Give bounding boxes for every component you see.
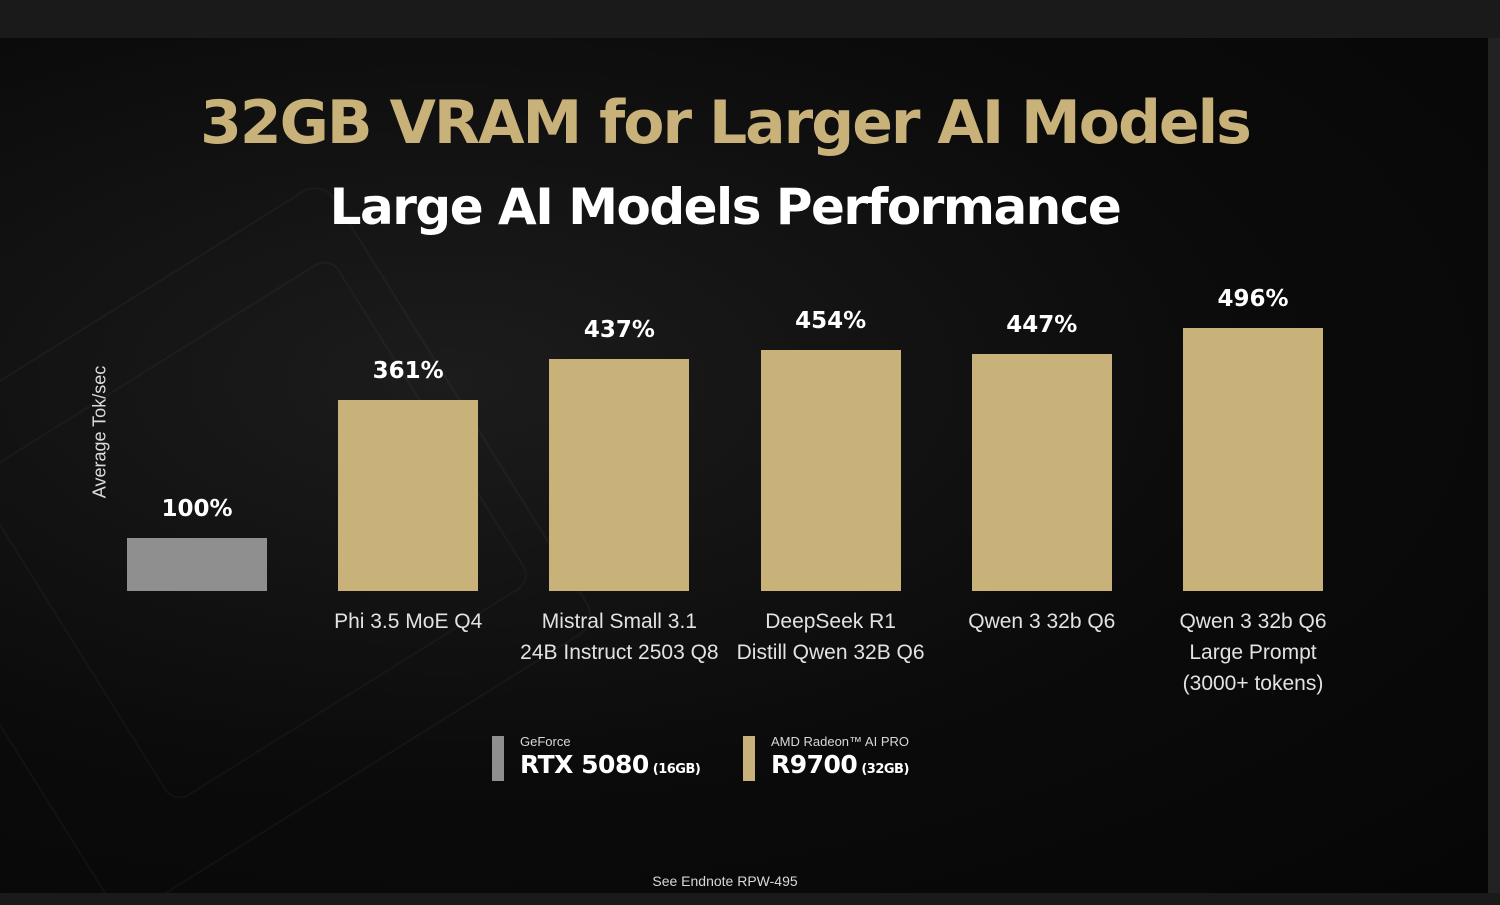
- endnote: See Endnote RPW-495: [652, 873, 798, 889]
- chart-title: Large AI Models Performance: [329, 178, 1122, 236]
- bar-3: [760, 350, 901, 591]
- legend-brand-r9700: AMD Radeon™ AI PRO: [771, 734, 909, 749]
- category-label-4: Qwen 3 32b Q6: [968, 610, 1116, 633]
- category-label-5: Qwen 3 32b Q6 Large Prompt (3000+ tokens…: [1179, 610, 1327, 695]
- legend-brand-rtx5080: GeForce: [520, 734, 571, 749]
- category-label-2: Mistral Small 3.1 24B Instruct 2503 Q8: [520, 610, 719, 664]
- bar-1: [338, 399, 479, 591]
- data-label-3: 454%: [795, 308, 867, 335]
- bar-5: [1183, 328, 1323, 591]
- category-label-3: DeepSeek R1 Distill Qwen 32B Q6: [736, 610, 925, 664]
- slide-title: 32GB VRAM for Larger AI Models: [200, 88, 1252, 158]
- legend-memory-rtx5080: (16GB): [652, 762, 701, 777]
- bottom-window-bar: [0, 893, 1500, 905]
- legend-model-r9700: R9700 (32GB): [771, 750, 909, 779]
- top-window-bar: [0, 0, 1500, 38]
- right-window-edge: [1488, 38, 1500, 893]
- data-label-1: 361%: [372, 357, 444, 384]
- legend-swatch-r9700: [743, 736, 755, 781]
- data-label-0: 100%: [161, 496, 233, 522]
- bar-2: [549, 359, 690, 591]
- legend-item-r9700: AMD Radeon™ AI PRO R9700 (32GB): [743, 734, 943, 784]
- bar-0: [127, 538, 267, 591]
- legend-model-rtx5080: RTX 5080 (16GB): [520, 750, 701, 779]
- legend-item-rtx5080: GeForce RTX 5080 (16GB): [492, 734, 701, 784]
- data-label-2: 437%: [583, 317, 655, 344]
- category-label-1: Phi 3.5 MoE Q4: [334, 610, 483, 633]
- legend-swatch-rtx5080: [492, 736, 504, 781]
- y-axis-label: Average Tok/sec: [89, 365, 110, 499]
- data-label-5: 496%: [1217, 286, 1289, 313]
- bar-4: [971, 354, 1112, 591]
- legend-memory-r9700: (32GB): [861, 762, 909, 777]
- data-label-4: 447%: [1006, 312, 1078, 339]
